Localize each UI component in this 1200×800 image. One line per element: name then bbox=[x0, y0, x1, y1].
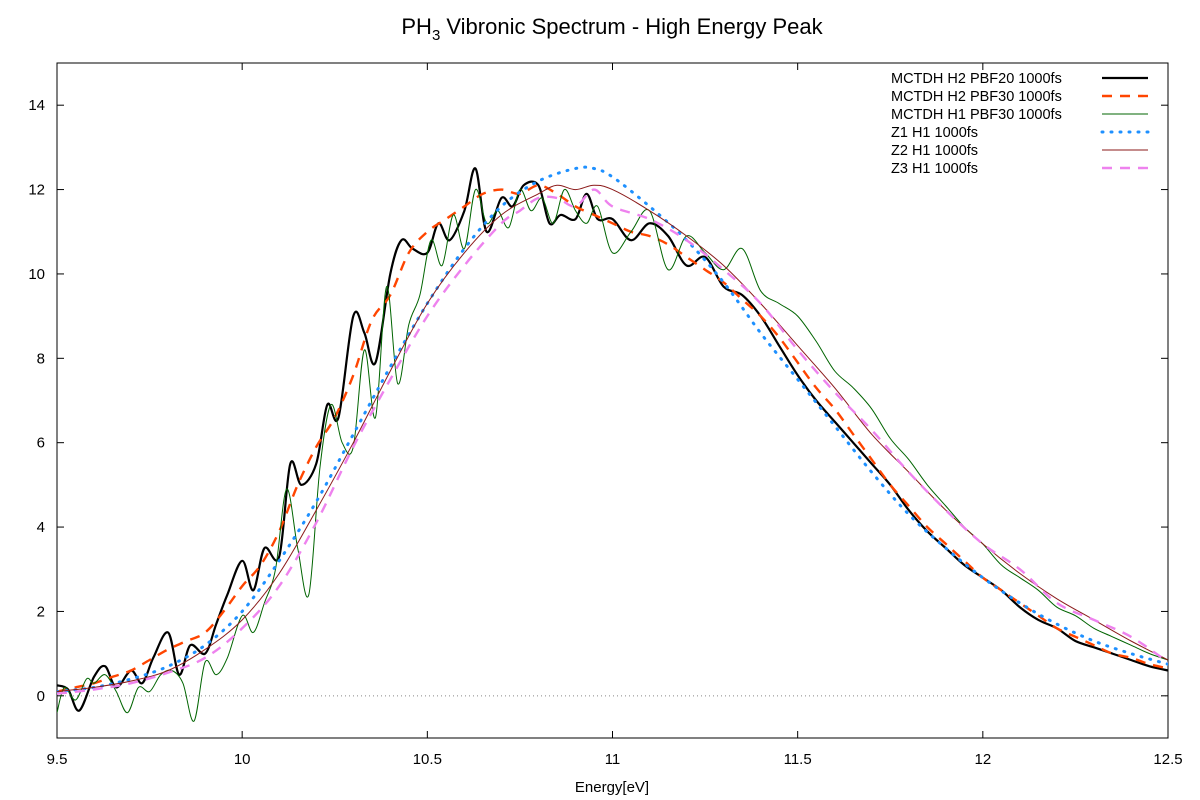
x-axis-title: Energy[eV] bbox=[575, 779, 649, 796]
series-line-4 bbox=[57, 165, 1168, 694]
legend: MCTDH H2 PBF20 1000fs MCTDH H2 PBF30 1000… bbox=[891, 71, 1150, 177]
series-layer bbox=[57, 165, 1168, 722]
x-tick-label: 12 bbox=[974, 751, 991, 768]
chart-title-rest: Vibronic Spectrum - High Energy Peak bbox=[440, 14, 823, 39]
legend-label: Z1 H1 1000fs bbox=[891, 125, 978, 141]
series-line-5 bbox=[57, 184, 1168, 693]
legend-label: MCTDH H2 PBF20 1000fs bbox=[891, 71, 1062, 87]
x-tick-label: 12.5 bbox=[1153, 751, 1182, 768]
y-tick-label: 4 bbox=[37, 519, 45, 536]
legend-label: MCTDH H1 PBF30 1000fs bbox=[891, 107, 1062, 123]
y-tick-label: 0 bbox=[37, 688, 45, 705]
series-line-6 bbox=[57, 188, 1168, 695]
y-tick-label: 6 bbox=[37, 435, 45, 452]
tick-layer: 9.5 10 10.5 11 11.5 12 12.5 0 2 4 6 8 10 12 14 bbox=[28, 63, 1183, 768]
legend-label: Z3 H1 1000fs bbox=[891, 161, 978, 177]
x-tick-label: 11.5 bbox=[784, 751, 812, 768]
y-tick-label: 12 bbox=[28, 182, 45, 199]
y-tick-label: 14 bbox=[28, 97, 45, 114]
series-line-3 bbox=[57, 189, 1168, 722]
x-tick-label: 10 bbox=[234, 751, 251, 768]
chart-title-subscript: 3 bbox=[432, 27, 440, 44]
chart-title: PH3 Vibronic Spectrum - High Energy Peak bbox=[401, 14, 823, 44]
y-tick-label: 10 bbox=[28, 266, 45, 283]
x-tick-label: 10.5 bbox=[413, 751, 442, 768]
legend-label: Z2 H1 1000fs bbox=[891, 143, 978, 159]
series-line-2 bbox=[57, 184, 1168, 693]
y-tick-label: 8 bbox=[37, 350, 45, 367]
x-tick-label: 11 bbox=[605, 751, 621, 768]
plot-frame bbox=[56, 62, 1169, 739]
chart-title-main: PH bbox=[401, 14, 432, 39]
legend-label: MCTDH H2 PBF30 1000fs bbox=[891, 89, 1062, 105]
x-tick-label: 9.5 bbox=[47, 751, 68, 768]
y-tick-label: 2 bbox=[37, 603, 45, 620]
